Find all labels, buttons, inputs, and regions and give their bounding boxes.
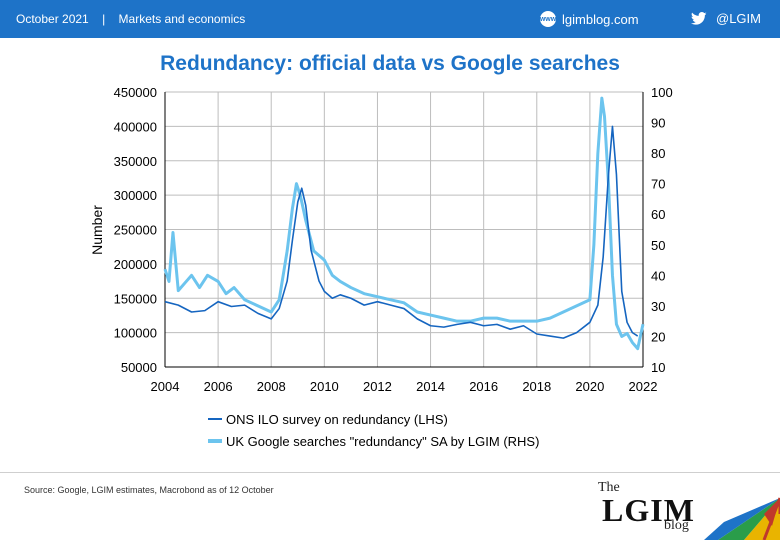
header-bar: October 2021 | Markets and economics www…	[0, 0, 780, 38]
x-tick: 2008	[257, 379, 286, 394]
y-axis-label: Number	[89, 205, 105, 255]
header-separator: |	[102, 12, 106, 26]
www-globe-icon: www	[540, 11, 556, 27]
logo-lgim: LGIM	[602, 492, 695, 528]
lgim-blog-logo: The LGIM blog	[598, 478, 780, 540]
legend-swatch-google	[208, 439, 222, 443]
x-tick: 2018	[522, 379, 551, 394]
x-tick: 2010	[310, 379, 339, 394]
y-tick-right: 10	[651, 360, 665, 375]
legend-swatch-ons	[208, 418, 222, 420]
series-line-google	[163, 96, 645, 351]
chart-series	[163, 96, 645, 351]
y-tick-right: 80	[651, 146, 665, 161]
site-link[interactable]: www lgimblog.com	[540, 11, 639, 27]
y-tick-right: 100	[651, 85, 673, 100]
source-note: Source: Google, LGIM estimates, Macrobon…	[24, 485, 274, 495]
y-tick-left: 50000	[121, 360, 157, 375]
x-tick: 2006	[204, 379, 233, 394]
x-tick: 2014	[416, 379, 445, 394]
y-tick-left: 450000	[114, 85, 157, 100]
y-tick-left: 150000	[114, 291, 157, 306]
header-section-link[interactable]: Markets and economics	[118, 12, 246, 26]
y-tick-right: 90	[651, 116, 665, 131]
twitter-handle: @LGIM	[716, 11, 761, 26]
legend-entry-google: UK Google searches "redundancy" SA by LG…	[208, 430, 539, 452]
chart-grid	[164, 91, 644, 368]
twitter-bird-icon	[690, 11, 707, 25]
x-tick: 2012	[363, 379, 392, 394]
y-tick-right: 30	[651, 299, 665, 314]
footer-divider	[0, 472, 780, 473]
y-tick-left: 250000	[114, 223, 157, 238]
logo-the: The	[598, 480, 620, 495]
chart-axes	[164, 92, 644, 368]
umbrella-icon	[704, 497, 780, 540]
y-tick-right: 60	[651, 207, 665, 222]
chart-title: Redundancy: official data vs Google sear…	[160, 52, 620, 75]
x-tick: 2020	[575, 379, 604, 394]
y-tick-right: 70	[651, 177, 665, 192]
y-tick-right: 40	[651, 268, 665, 283]
series-line-ons	[164, 125, 639, 339]
y-tick-right: 50	[651, 238, 665, 253]
chart-legend: ONS ILO survey on redundancy (LHS) UK Go…	[208, 408, 539, 452]
chart-ticks: 50000 100000 150000 200000 250000 300000 35000…	[114, 85, 673, 394]
header-date: October 2021	[16, 12, 89, 26]
x-tick: 2022	[629, 379, 658, 394]
y-tick-left: 400000	[114, 119, 157, 134]
x-tick: 2004	[151, 379, 180, 394]
legend-label-ons: ONS ILO survey on redundancy (LHS)	[226, 411, 448, 427]
y-tick-right: 20	[651, 329, 665, 344]
legend-label-google: UK Google searches "redundancy" SA by LG…	[226, 433, 540, 449]
y-tick-left: 350000	[114, 154, 157, 169]
site-label: lgimblog.com	[562, 11, 639, 27]
twitter-link[interactable]: @LGIM	[690, 11, 761, 26]
legend-entry-ons: ONS ILO survey on redundancy (LHS)	[208, 408, 539, 430]
y-tick-left: 200000	[114, 257, 157, 272]
logo-blog: blog	[664, 518, 689, 533]
x-tick: 2016	[469, 379, 498, 394]
y-tick-left: 100000	[114, 326, 157, 341]
header-left: October 2021 | Markets and economics	[16, 12, 255, 26]
y-tick-left: 300000	[114, 188, 157, 203]
